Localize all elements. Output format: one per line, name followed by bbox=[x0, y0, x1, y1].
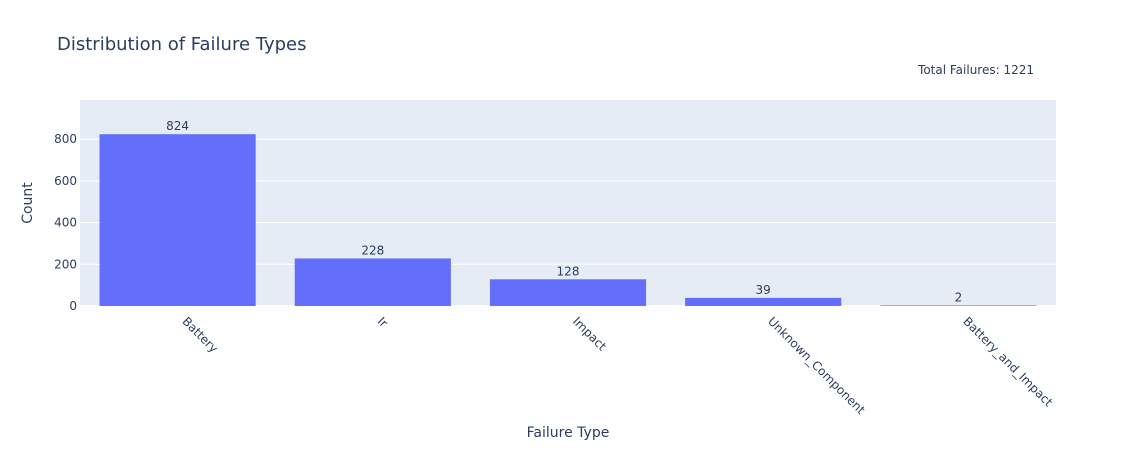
total-failures-annotation: Total Failures: 1221 bbox=[917, 63, 1034, 77]
data-label: 39 bbox=[756, 283, 771, 297]
data-label: 2 bbox=[955, 290, 963, 304]
bar-ir bbox=[294, 258, 451, 306]
x-tick-label: Impact bbox=[570, 314, 609, 353]
y-tick-labels: 0 200 400 600 800 bbox=[54, 132, 77, 313]
x-tick-label: Battery_and_Impact bbox=[960, 314, 1055, 409]
x-tick-label: Unknown_Component bbox=[765, 314, 868, 417]
x-tick-labels: Battery Ir Impact Unknown_Component Battery_… bbox=[179, 314, 1055, 417]
y-tick-label: 0 bbox=[69, 299, 77, 313]
x-tick-label: Ir bbox=[375, 314, 391, 330]
bar-impact bbox=[489, 279, 647, 306]
y-tick-label: 800 bbox=[54, 132, 77, 146]
data-labels: 824 228 128 39 2 bbox=[166, 119, 962, 304]
bar-battery bbox=[99, 134, 256, 306]
y-tick-label: 400 bbox=[54, 216, 77, 230]
bar-battery-and-impact bbox=[880, 305, 1037, 306]
chart-title: Distribution of Failure Types bbox=[57, 34, 306, 55]
y-axis-title: Count bbox=[20, 182, 36, 224]
y-tick-label: 600 bbox=[54, 174, 77, 188]
bars bbox=[99, 134, 1037, 306]
x-axis-title: Failure Type bbox=[527, 425, 610, 441]
data-label: 228 bbox=[361, 243, 384, 257]
data-label: 824 bbox=[166, 119, 189, 133]
x-tick-label: Battery bbox=[179, 314, 220, 355]
y-tick-label: 200 bbox=[54, 257, 77, 271]
data-label: 128 bbox=[557, 264, 580, 278]
bar-unknown-component bbox=[685, 297, 842, 306]
